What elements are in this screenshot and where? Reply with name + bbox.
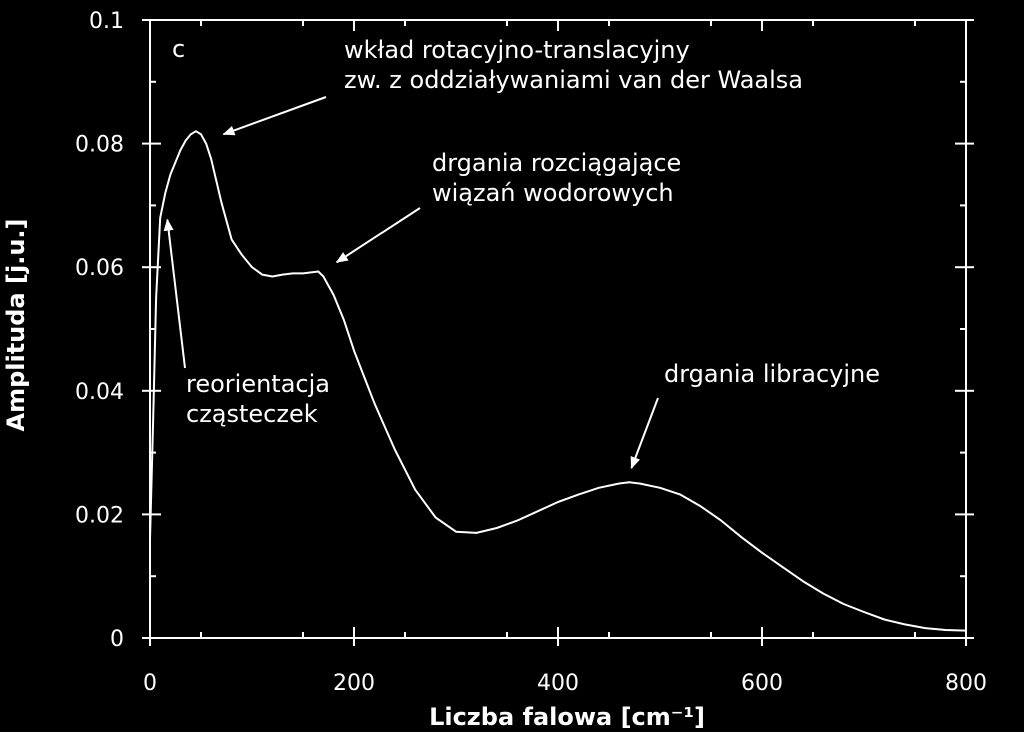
x-tick-label: 400 [537,671,579,696]
annotation: drgania libracyjne [630,360,880,469]
y-tick-label: 0.1 [89,9,124,34]
y-tick-label: 0.04 [75,380,124,405]
x-tick-label: 200 [333,671,375,696]
annotation-text: wkład rotacyjno-translacyjny zw. z oddzia… [344,36,803,94]
annotation-line: zw. z oddziaływaniami van der Waalsa [344,66,803,94]
annotation-line: reorientacja [186,370,330,398]
annotation-line: wkład rotacyjno-translacyjny [344,36,690,64]
y-tick-label: 0.02 [75,503,124,528]
annotation-line: drgania rozciągające [432,149,681,177]
annotation-text: drgania libracyjne [664,360,880,388]
y-tick-label: 0.06 [75,256,124,281]
annotation: wkład rotacyjno-translacyjny zw. z oddzia… [222,36,803,136]
annotation-arrow [163,218,186,369]
annotation-arrow [335,207,421,264]
annotations: wkład rotacyjno-translacyjny zw. z oddzia… [163,36,880,469]
y-tick-label: 0.08 [75,133,124,158]
amplitude-series-line [149,130,967,632]
tick-labels: 0 200 400 600 800 0 0.02 0.04 0.06 0.08 0.1 [75,9,987,696]
y-axis-title: Amplituda [j.u.] [2,219,30,432]
annotation-line: cząsteczek [186,400,318,428]
x-tick-label: 600 [741,671,783,696]
annotation-text: reorientacja cząsteczek [186,370,330,428]
annotation-line: wiązań wodorowych [432,179,674,207]
annotation-line: drgania libracyjne [664,360,880,388]
annotation-arrow [630,397,659,469]
x-tick-label: 0 [143,671,157,696]
annotation-arrow [222,96,327,136]
x-axis-title: Liczba falowa [cm⁻¹] [429,703,705,731]
axis-ticks [142,19,974,646]
annotation: drgania rozciągające wiązań wodorowych [335,149,681,264]
x-tick-label: 800 [945,671,987,696]
panel-label: c [172,35,185,63]
annotation: reorientacja cząsteczek [163,218,330,428]
annotation-text: drgania rozciągające wiązań wodorowych [432,149,681,207]
plot-frame [149,19,967,639]
y-tick-label: 0 [110,627,124,652]
